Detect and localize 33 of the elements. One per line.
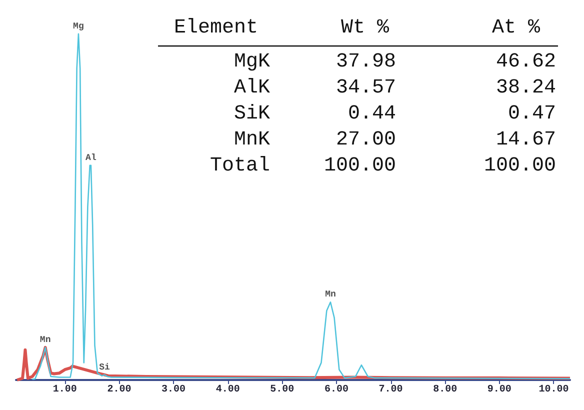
annotation: MnK: [234, 128, 270, 152]
x-tick-label: 10.00: [538, 384, 569, 396]
annotation: Element: [174, 16, 258, 40]
annotation: 46.62: [496, 50, 556, 74]
annotation: Si: [99, 362, 111, 372]
annotation: 34.57: [336, 76, 396, 100]
annotation: 100.00: [324, 154, 396, 178]
annotation: 37.98: [336, 50, 396, 74]
x-tick-label: 5.00: [270, 384, 294, 396]
annotation: Mn: [40, 334, 51, 345]
annotation: Total: [210, 154, 270, 178]
annotation: SiK: [234, 102, 270, 126]
annotation: Mn: [325, 290, 336, 300]
annotation: 100.00: [484, 154, 556, 178]
x-tick-label: 4.00: [216, 384, 240, 396]
x-tick-label: 7.00: [378, 384, 403, 396]
x-tick-label: 2.00: [107, 384, 132, 396]
annotation: Mg: [73, 21, 84, 32]
x-tick-label: 1.00: [52, 384, 77, 396]
annotation: AlK: [234, 76, 270, 100]
x-tick-label: 8.00: [433, 384, 458, 396]
annotation: 0.47: [508, 102, 556, 126]
annotation: Al: [86, 152, 97, 163]
annotation: 27.00: [336, 128, 396, 152]
annotation: 38.24: [496, 76, 556, 100]
annotation: 14.67: [496, 128, 556, 152]
annotation: Wt %: [340, 16, 390, 40]
annotation: 0.44: [348, 102, 396, 126]
x-tick-label: 9.00: [487, 384, 512, 396]
annotation: MgK: [234, 50, 270, 74]
annotation: At %: [492, 16, 541, 40]
x-tick-label: 3.00: [162, 384, 186, 396]
x-tick-label: 6.00: [324, 384, 348, 396]
